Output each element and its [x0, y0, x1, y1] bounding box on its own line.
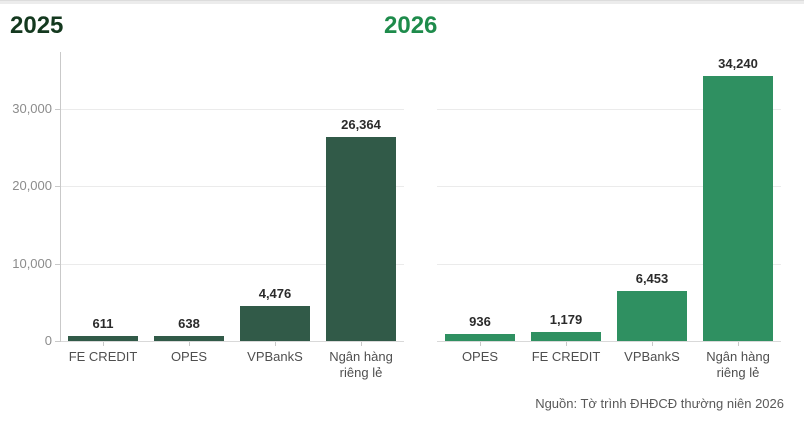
bar-value-label: 4,476 — [258, 286, 292, 302]
bar-opes — [445, 333, 515, 341]
x-tick-mark — [652, 342, 653, 346]
chart-title-2026: 2026 — [384, 12, 438, 39]
category-label: Ngân hàng riêng lẻ — [706, 349, 770, 380]
x-tick-mark — [103, 342, 104, 346]
y-tick-label: 30,000 — [12, 101, 52, 116]
y-tick-mark — [55, 186, 60, 187]
y-tick-label: 0 — [44, 333, 52, 348]
bar-value-label: 34,240 — [718, 56, 758, 72]
source-note: Nguồn: Tờ trình ĐHĐCĐ thường niên 2026 — [535, 396, 784, 411]
chart-title-2025: 2025 — [10, 12, 64, 39]
gridline — [437, 109, 781, 110]
y-tick-label: 20,000 — [12, 178, 52, 193]
category-label: OPES — [170, 349, 208, 364]
x-axis-line — [60, 341, 404, 342]
category-label: VPBankS — [247, 349, 303, 364]
category-label: Ngân hàng riêng lẻ — [329, 349, 393, 380]
top-strip — [0, 0, 804, 4]
bar-value-label: 1,179 — [549, 311, 583, 327]
gridline — [437, 186, 781, 187]
x-tick-mark — [738, 342, 739, 346]
y-tick-mark — [55, 264, 60, 265]
bar-opes — [154, 336, 224, 341]
gridline — [60, 109, 404, 110]
category-label: FE CREDIT — [531, 349, 601, 364]
bar-ngân-hàng-riêng-lẻ — [703, 76, 773, 341]
category-label: VPBankS — [624, 349, 680, 364]
bar-ngân-hàng-riêng-lẻ — [326, 137, 396, 341]
gridline — [437, 264, 781, 265]
x-tick-mark — [189, 342, 190, 346]
category-label: FE CREDIT — [68, 349, 138, 364]
y-axis-line — [60, 52, 61, 342]
bar-vpbanks — [617, 291, 687, 341]
bar-fe-credit — [531, 331, 601, 341]
bar-value-label: 936 — [469, 313, 491, 329]
category-label: OPES — [461, 349, 499, 364]
bar-value-label: 638 — [178, 316, 200, 332]
x-tick-mark — [480, 342, 481, 346]
y-tick-label: 10,000 — [12, 256, 52, 271]
gridline — [60, 186, 404, 187]
x-tick-mark — [275, 342, 276, 346]
x-tick-mark — [361, 342, 362, 346]
bar-fe-credit — [68, 336, 138, 341]
bar-value-label: 6,453 — [635, 271, 669, 287]
x-axis-line — [437, 341, 781, 342]
bar-value-label: 26,364 — [341, 117, 381, 133]
bar-vpbanks — [240, 306, 310, 341]
y-tick-mark — [55, 109, 60, 110]
gridline — [60, 264, 404, 265]
x-tick-mark — [566, 342, 567, 346]
bar-value-label: 611 — [92, 316, 114, 332]
y-tick-mark — [55, 341, 60, 342]
